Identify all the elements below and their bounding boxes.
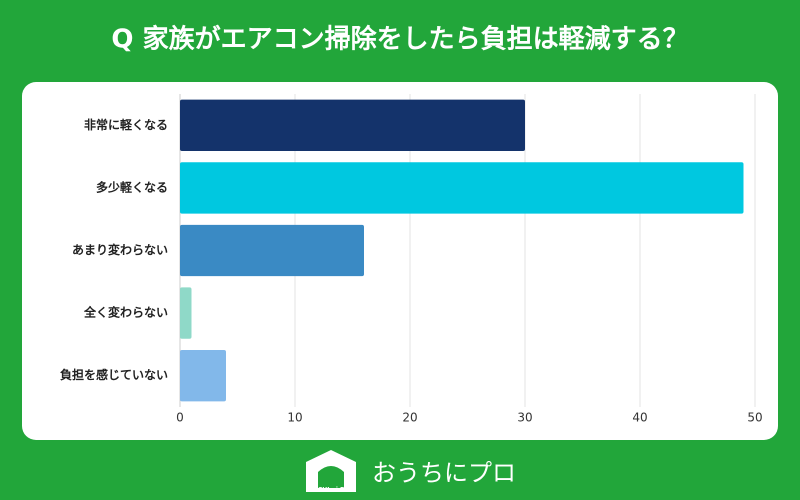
- x-tick-label: 50: [747, 411, 762, 425]
- bar: [180, 162, 744, 214]
- brand-name: おうちにプロ: [372, 459, 516, 487]
- x-tick-label: 0: [176, 411, 184, 425]
- x-tick-label: 30: [517, 411, 532, 425]
- bar: [180, 287, 192, 339]
- bar: [180, 99, 525, 151]
- y-tick-label: 負担を感じていない: [60, 367, 168, 382]
- y-tick-label: 全く変わらない: [83, 305, 168, 320]
- y-tick-label: 非常に軽くなる: [84, 117, 168, 132]
- logo-text: OUCHI ni PRO: [308, 487, 354, 494]
- y-tick-label: あまり変わらない: [72, 242, 168, 257]
- x-tick-label: 10: [287, 411, 302, 425]
- logo: OUCHI ni PRO おうちにプロ: [306, 450, 516, 494]
- logo-door: [318, 466, 344, 488]
- chart-title: Q 家族がエアコン掃除をしたら負担は軽減する？: [111, 24, 688, 55]
- bar: [180, 224, 364, 277]
- y-tick-label: 多少軽くなる: [96, 179, 168, 194]
- x-tick-label: 40: [632, 411, 647, 425]
- x-tick-label: 20: [402, 411, 417, 425]
- bar: [180, 350, 226, 402]
